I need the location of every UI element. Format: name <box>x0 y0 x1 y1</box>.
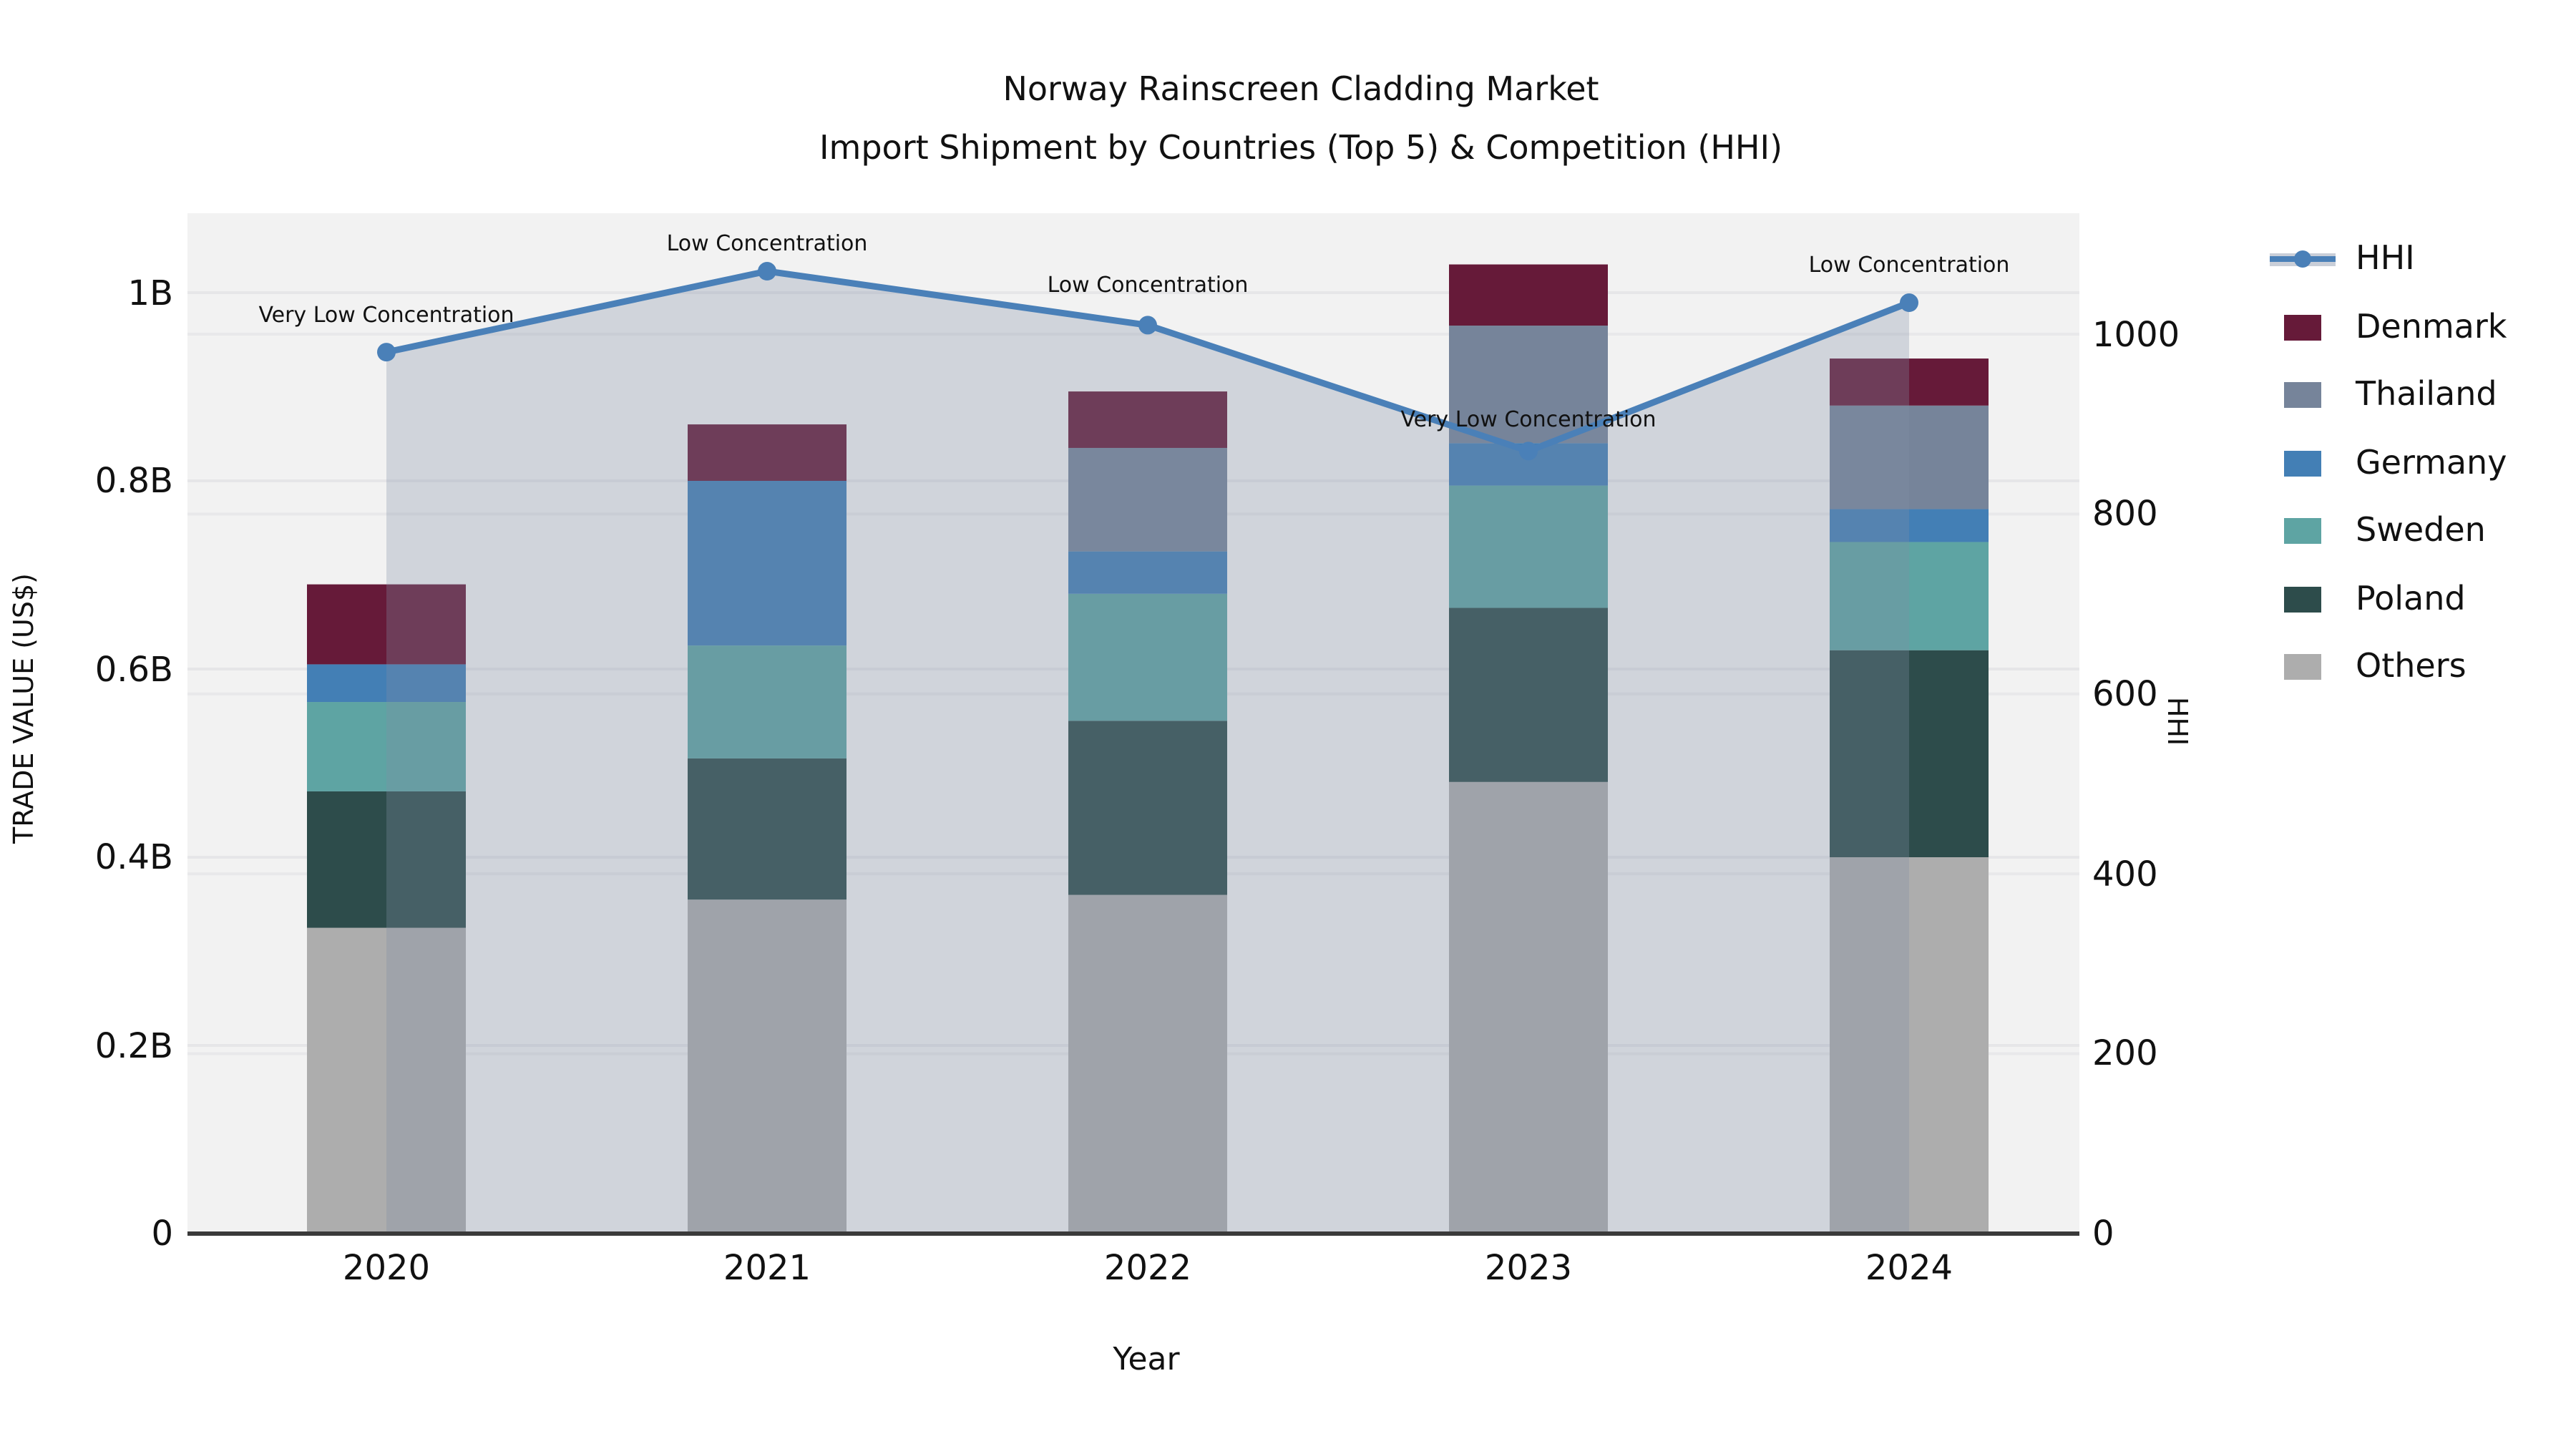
y-right-axis-title: HHI <box>2161 696 2192 746</box>
y-right-tick-400: 400 <box>2092 854 2158 894</box>
legend-label-hhi: HHI <box>2356 240 2415 278</box>
legend-label-germany: Germany <box>2356 445 2507 482</box>
x-tick-2022: 2022 <box>1103 1248 1192 1288</box>
y-right-tick-200: 200 <box>2092 1033 2158 1074</box>
bar-segment-poland-2020 <box>307 791 466 928</box>
y-left-tick-0.2B: 0.2B <box>94 1025 173 1065</box>
y-left-tick-0.6B: 0.6B <box>94 649 173 689</box>
y-left-tick-0.8B: 0.8B <box>94 461 173 501</box>
legend-item-hhi: HHI <box>2270 240 2415 278</box>
x-axis-title: Year <box>1113 1342 1180 1378</box>
legend-label-thailand: Thailand <box>2356 376 2497 414</box>
legend-label-sweden: Sweden <box>2356 512 2486 550</box>
y-right-tick-0: 0 <box>2092 1214 2114 1254</box>
y-right-tick-1000: 1000 <box>2092 314 2180 354</box>
bar-segment-sweden-2021 <box>688 645 847 758</box>
x-tick-2023: 2023 <box>1484 1248 1573 1288</box>
hhi-annotation-2024: Low Concentration <box>1808 251 2010 277</box>
bar-segment-thailand-2024 <box>1830 405 1989 509</box>
bar-segment-germany-2020 <box>307 664 466 703</box>
y-left-tick-0.4B: 0.4B <box>94 837 173 877</box>
legend-swatch-thailand <box>2284 382 2321 408</box>
y-left-tick-1B: 1B <box>127 273 173 313</box>
legend-swatch-denmark <box>2284 315 2321 341</box>
hhi-marker-2023 <box>1519 441 1538 461</box>
legend-label-denmark: Denmark <box>2356 309 2507 346</box>
y-left-tick-0: 0 <box>151 1214 173 1254</box>
bar-segment-denmark-2024 <box>1830 358 1989 406</box>
bar-segment-others-2021 <box>688 899 847 1234</box>
bar-segment-germany-2024 <box>1830 509 1989 542</box>
bar-segment-sweden-2023 <box>1449 485 1608 608</box>
hhi-annotation-2022: Low Concentration <box>1047 272 1249 298</box>
bar-segment-denmark-2023 <box>1449 264 1608 326</box>
legend-item-germany: Germany <box>2270 445 2507 482</box>
legend-item-thailand: Thailand <box>2270 376 2497 414</box>
legend-swatch-poland <box>2284 587 2321 613</box>
bar-segment-germany-2021 <box>688 481 847 646</box>
legend-item-others: Others <box>2270 648 2467 686</box>
hhi-annotation-2023: Very Low Concentration <box>1400 406 1657 433</box>
hhi-annotation-2021: Low Concentration <box>666 230 868 255</box>
hhi-annotation-2020: Very Low Concentration <box>258 302 514 328</box>
legend-label-poland: Poland <box>2356 581 2466 618</box>
bar-segment-others-2022 <box>1068 894 1227 1234</box>
bar-segment-thailand-2023 <box>1449 326 1608 444</box>
legend-swatch-hhi <box>2270 246 2336 272</box>
x-tick-2024: 2024 <box>1865 1248 1953 1288</box>
y-right-tick-800: 800 <box>2092 494 2158 535</box>
y-left-axis-title: TRADE VALUE (US$) <box>9 573 40 844</box>
x-tick-2020: 2020 <box>342 1248 431 1288</box>
chart-title-line1: Norway Rainscreen Cladding Market <box>1002 72 1599 109</box>
legend-item-denmark: Denmark <box>2270 309 2507 346</box>
legend-swatch-germany <box>2284 451 2321 477</box>
y-right-tick-600: 600 <box>2092 673 2158 714</box>
bar-segment-sweden-2024 <box>1830 542 1989 650</box>
bar-segment-sweden-2022 <box>1068 593 1227 721</box>
bar-segment-germany-2022 <box>1068 551 1227 594</box>
hhi-marker-2020 <box>377 343 396 362</box>
legend-item-sweden: Sweden <box>2270 512 2486 550</box>
bar-segment-others-2024 <box>1830 857 1989 1234</box>
hhi-marker-2022 <box>1138 316 1157 335</box>
bar-segment-denmark-2021 <box>688 424 847 481</box>
bar-segment-poland-2021 <box>688 758 847 900</box>
legend-item-poland: Poland <box>2270 581 2466 618</box>
bar-segment-poland-2023 <box>1449 608 1608 782</box>
hhi-marker-2021 <box>758 262 776 281</box>
legend-label-others: Others <box>2356 648 2467 686</box>
x-tick-2021: 2021 <box>723 1248 811 1288</box>
bar-segment-thailand-2022 <box>1068 447 1227 552</box>
chart-title-line2: Import Shipment by Countries (Top 5) & C… <box>819 130 1783 167</box>
legend-swatch-others <box>2284 654 2321 680</box>
legend-swatch-sweden <box>2284 518 2321 544</box>
bar-segment-others-2020 <box>307 927 466 1234</box>
bar-segment-poland-2022 <box>1068 721 1227 895</box>
hhi-marker-2024 <box>1900 293 1918 313</box>
hhi-area <box>386 271 1909 1234</box>
bar-segment-denmark-2022 <box>1068 391 1227 448</box>
bar-segment-others-2023 <box>1449 781 1608 1234</box>
bar-segment-denmark-2020 <box>307 584 466 665</box>
bar-segment-sweden-2020 <box>307 702 466 791</box>
bar-segment-poland-2024 <box>1830 650 1989 857</box>
